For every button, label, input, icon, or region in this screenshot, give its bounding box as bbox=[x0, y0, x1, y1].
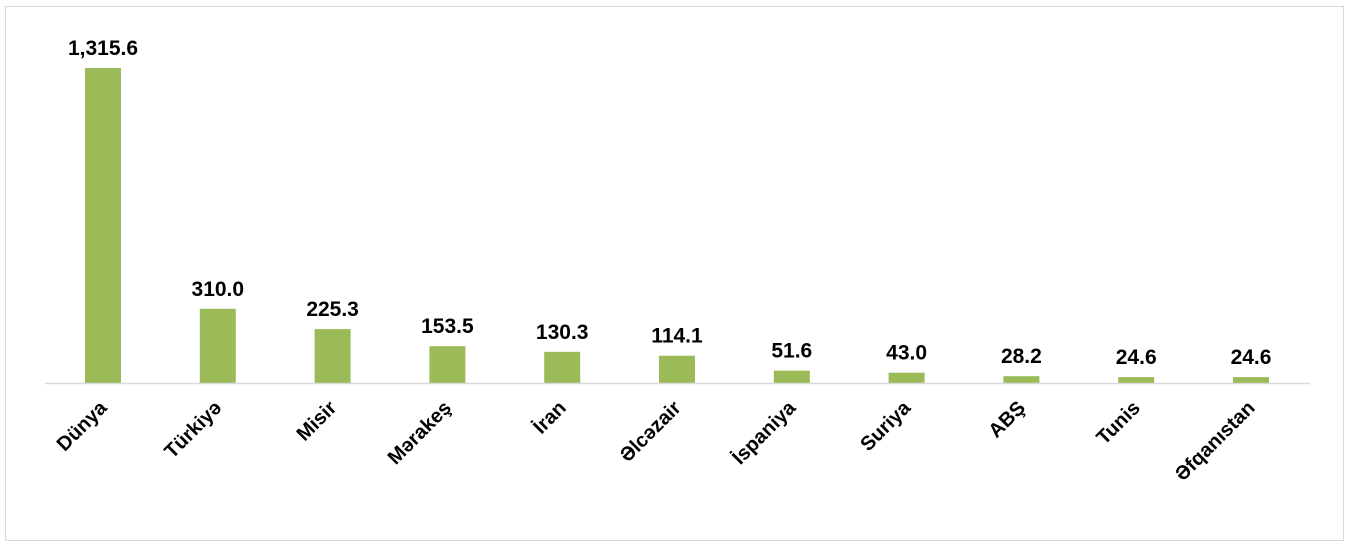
value-labels-group: 1,315.6 310.0 225.3 153.5 130.3 114.1 51.6 43.0… bbox=[68, 37, 1271, 369]
bar-4 bbox=[544, 351, 581, 383]
bars-group bbox=[85, 68, 1269, 383]
value-label-10: 24.6 bbox=[1231, 346, 1272, 369]
bar-7 bbox=[888, 372, 925, 383]
chart-frame bbox=[5, 6, 1344, 541]
value-label-5: 114.1 bbox=[651, 325, 703, 348]
value-label-7: 43.0 bbox=[886, 342, 927, 365]
category-label-3: Mərakeş bbox=[384, 397, 456, 469]
bar-5 bbox=[659, 355, 695, 383]
category-label-2: Misir bbox=[293, 397, 342, 446]
category-label-0: Dünya bbox=[53, 396, 112, 455]
value-label-3: 153.5 bbox=[421, 315, 474, 338]
category-label-6: İspaniya bbox=[727, 396, 800, 469]
value-label-8: 28.2 bbox=[1001, 345, 1042, 368]
category-label-4: İran bbox=[529, 396, 571, 438]
bar-6 bbox=[773, 370, 810, 383]
value-label-9: 24.6 bbox=[1116, 346, 1157, 369]
category-label-10: Əfqanıstan bbox=[1171, 397, 1260, 486]
category-label-7: Suriya bbox=[856, 396, 915, 455]
bar-9 bbox=[1118, 377, 1155, 383]
category-labels-group: Dünya Türkiyə Misir Mərakeş İran Əlcəzair İspa… bbox=[53, 396, 1260, 486]
bar-8 bbox=[1003, 376, 1040, 383]
value-label-0: 1,315.6 bbox=[68, 37, 138, 60]
bar-3 bbox=[429, 346, 466, 383]
bar-1 bbox=[199, 308, 236, 383]
bar-0 bbox=[85, 68, 121, 383]
category-label-5: Əlcəzair bbox=[616, 397, 686, 467]
bar-10 bbox=[1233, 377, 1269, 383]
category-label-8: ABŞ bbox=[985, 397, 1030, 442]
category-label-1: Türkiyə bbox=[160, 397, 226, 463]
value-label-6: 51.6 bbox=[771, 340, 812, 363]
value-label-4: 130.3 bbox=[536, 321, 589, 344]
value-label-1: 310.0 bbox=[192, 278, 245, 301]
value-label-2: 225.3 bbox=[306, 298, 359, 321]
category-label-9: Tunis bbox=[1093, 397, 1145, 449]
bar-2 bbox=[314, 329, 351, 383]
